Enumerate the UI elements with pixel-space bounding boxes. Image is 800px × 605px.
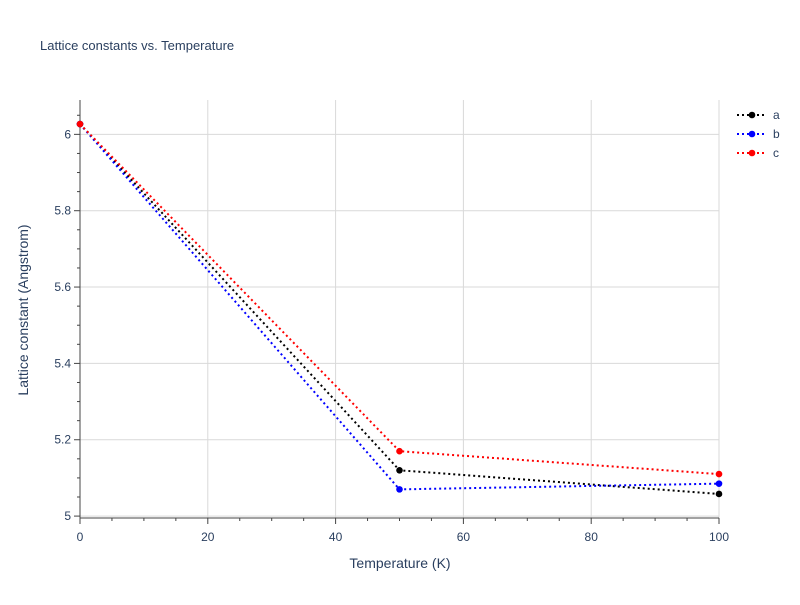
legend-label: b: [773, 127, 780, 141]
x-tick-label: 20: [201, 530, 215, 544]
legend-marker-swatch: [748, 149, 756, 157]
y-tick-label: 5.8: [54, 204, 71, 218]
y-tick-label: 5: [64, 509, 71, 523]
series-b: [76, 120, 723, 493]
x-axis-title: Temperature (K): [349, 555, 450, 571]
y-tick-label: 6: [64, 127, 71, 141]
y-tick-label: 5.6: [54, 280, 71, 294]
legend-item-c[interactable]: c: [737, 146, 779, 160]
legend[interactable]: abc: [737, 108, 780, 160]
series-line: [79, 123, 720, 495]
legend-item-a[interactable]: a: [737, 108, 780, 122]
x-tick-label: 100: [709, 530, 729, 544]
y-tick-label: 5.2: [54, 433, 71, 447]
data-point[interactable]: [396, 447, 403, 455]
legend-marker-swatch: [748, 111, 756, 119]
x-tick-label: 60: [457, 530, 471, 544]
axes: 0 20 40 60 80 100 5 5.2 5.4 5.6 5.8 6: [54, 100, 729, 544]
legend-label: a: [773, 108, 780, 122]
series-line: [79, 123, 720, 491]
y-axis-title: Lattice constant (Angstrom): [15, 224, 31, 395]
series-layer: [76, 120, 723, 498]
x-tick-label: 0: [77, 530, 84, 544]
series-a: [76, 120, 723, 498]
grid-lines: [79, 100, 720, 518]
data-point[interactable]: [715, 480, 723, 487]
series-c: [76, 120, 723, 478]
y-tick-label: 5.4: [54, 356, 71, 370]
data-point[interactable]: [715, 470, 723, 478]
legend-item-b[interactable]: b: [737, 127, 780, 141]
chart-title: Lattice constants vs. Temperature: [40, 38, 234, 53]
legend-marker-swatch: [748, 130, 756, 138]
data-point[interactable]: [715, 490, 723, 498]
data-point[interactable]: [396, 486, 403, 493]
data-point[interactable]: [396, 466, 403, 474]
x-tick-label: 40: [329, 530, 343, 544]
series-line: [79, 123, 720, 476]
x-tick-label: 80: [585, 530, 599, 544]
legend-label: c: [773, 146, 779, 160]
data-point[interactable]: [76, 120, 84, 128]
